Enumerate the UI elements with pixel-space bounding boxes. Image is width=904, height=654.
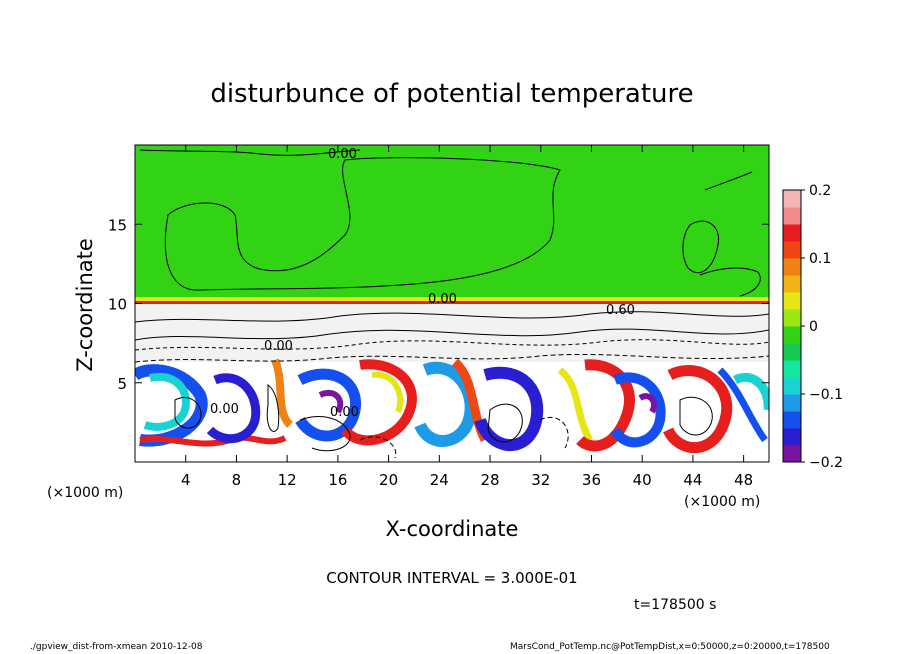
plume-yellow-2 [557, 367, 594, 442]
colorbar-swatch [783, 445, 801, 463]
colorbar-swatch [783, 411, 801, 429]
colorbar-swatch [783, 360, 801, 378]
contour-lower-10 [359, 436, 397, 459]
contour-lower-2 [266, 384, 280, 432]
contour-lower-6 [135, 353, 769, 363]
y-axis-ticks: 5 10 15 [108, 216, 769, 393]
x-tick-label: 16 [328, 471, 347, 489]
contour-upper-3 [699, 267, 761, 297]
contour-lower-7 [135, 328, 769, 341]
y-axis-label: Z-coordinate [73, 238, 97, 372]
colorbar-swatch [783, 241, 801, 259]
contour-label: 0.00 [328, 147, 357, 162]
x-tick-label: 8 [232, 471, 242, 489]
contour-interval-text: CONTOUR INTERVAL = 3.000E-01 [326, 569, 577, 587]
contour-lines [135, 149, 769, 459]
x-tick-label: 44 [683, 471, 702, 489]
plume-purple-1 [318, 390, 344, 414]
footer-left: ./gpview_dist-from-xmean 2010-12-08 [30, 642, 203, 652]
colorbar-swatch [783, 207, 801, 225]
contour-labels: 0.00 0.00 0.00 0.60 0.00 0.00 [210, 147, 635, 420]
x-tick-label: 4 [181, 471, 191, 489]
contour-label: 0.00 [428, 292, 457, 307]
colorbar-swatch [783, 224, 801, 242]
contour-upper-2 [682, 220, 720, 274]
contour-lower-4 [679, 396, 713, 436]
contour-label: 0.00 [330, 405, 359, 420]
y-tick-label: 10 [108, 296, 127, 314]
y-tick-label: 15 [108, 216, 127, 234]
plume-blue-5 [474, 366, 544, 451]
plume-red-2 [341, 359, 417, 446]
colorbar-tick-label: −0.2 [809, 455, 843, 471]
plume-blue-6 [610, 372, 666, 448]
x-tick-label: 32 [531, 471, 550, 489]
contour-lower-8 [135, 311, 769, 323]
x-tick-label: 28 [480, 471, 499, 489]
footer-right: MarsCond_PotTemp.nc@PotTempDist,x=0:5000… [510, 642, 830, 652]
interface-band [135, 301, 769, 304]
plume-blue-2 [206, 373, 261, 444]
colorbar-swatch [783, 377, 801, 395]
x-unit-left: (×1000 m) [47, 485, 123, 501]
colorbar-tick-label: −0.1 [809, 387, 843, 403]
colorbar-swatch [783, 343, 801, 361]
contour-upper-4 [139, 149, 361, 156]
x-tick-label: 24 [430, 471, 449, 489]
contour-lower-3 [487, 403, 523, 443]
x-tick-label: 48 [734, 471, 753, 489]
contour-label: 0.00 [210, 402, 239, 417]
colorbar-ticks: 0.2 0.1 0 −0.1 −0.2 [801, 183, 843, 471]
contour-lower-5 [299, 416, 351, 452]
plume-yellow-1 [371, 371, 404, 414]
plume-red-5 [663, 365, 733, 453]
x-axis-ticks: 4 8 12 16 20 24 28 32 36 40 44 48 [181, 145, 753, 489]
colorbar-swatch [783, 428, 801, 446]
chart-title: disturbunce of potential temperature [210, 79, 693, 109]
colorbar-swatch [783, 326, 801, 344]
upper-layer-field [135, 145, 769, 305]
colorbar-tick-label: 0.1 [809, 251, 831, 267]
colorbar-swatch [783, 258, 801, 276]
contour-label: 0.60 [606, 303, 635, 318]
y-tick-label: 5 [117, 375, 127, 393]
x-axis-label: X-coordinate [386, 517, 519, 541]
contour-upper-1 [164, 157, 561, 291]
x-unit-right: (×1000 m) [684, 494, 760, 510]
plume-blue-3 [295, 368, 361, 442]
contour-lower-11 [539, 416, 569, 449]
colorbar-swatch [783, 190, 801, 208]
interface-band-top [135, 297, 769, 302]
colorbar-swatch [783, 394, 801, 412]
contour-lower-9 [135, 339, 769, 351]
x-tick-label: 40 [633, 471, 652, 489]
plume-cyan-1 [143, 372, 190, 431]
colorbar-swatch [783, 292, 801, 310]
contour-lower-1 [174, 397, 202, 429]
x-tick-label: 20 [379, 471, 398, 489]
plume-cyan-2 [732, 372, 769, 411]
plot-area: 0.00 0.00 0.00 0.60 0.00 0.00 [135, 145, 769, 462]
x-tick-label: 36 [582, 471, 601, 489]
colorbar-swatch [783, 309, 801, 327]
convective-plumes [135, 358, 769, 453]
time-stamp: t=178500 s [634, 597, 716, 613]
plume-orange-1 [271, 358, 294, 428]
colorbar [783, 190, 801, 463]
plume-purple-2 [638, 393, 658, 414]
plume-red-4 [576, 359, 635, 452]
colorbar-swatch [783, 275, 801, 293]
colorbar-tick-label: 0.2 [809, 183, 831, 199]
x-tick-label: 12 [278, 471, 297, 489]
plume-blue-4 [414, 361, 477, 447]
plume-blue-7 [717, 367, 768, 443]
contour-upper-5 [704, 171, 753, 191]
colorbar-tick-label: 0 [809, 319, 818, 335]
contour-label: 0.00 [264, 339, 293, 354]
